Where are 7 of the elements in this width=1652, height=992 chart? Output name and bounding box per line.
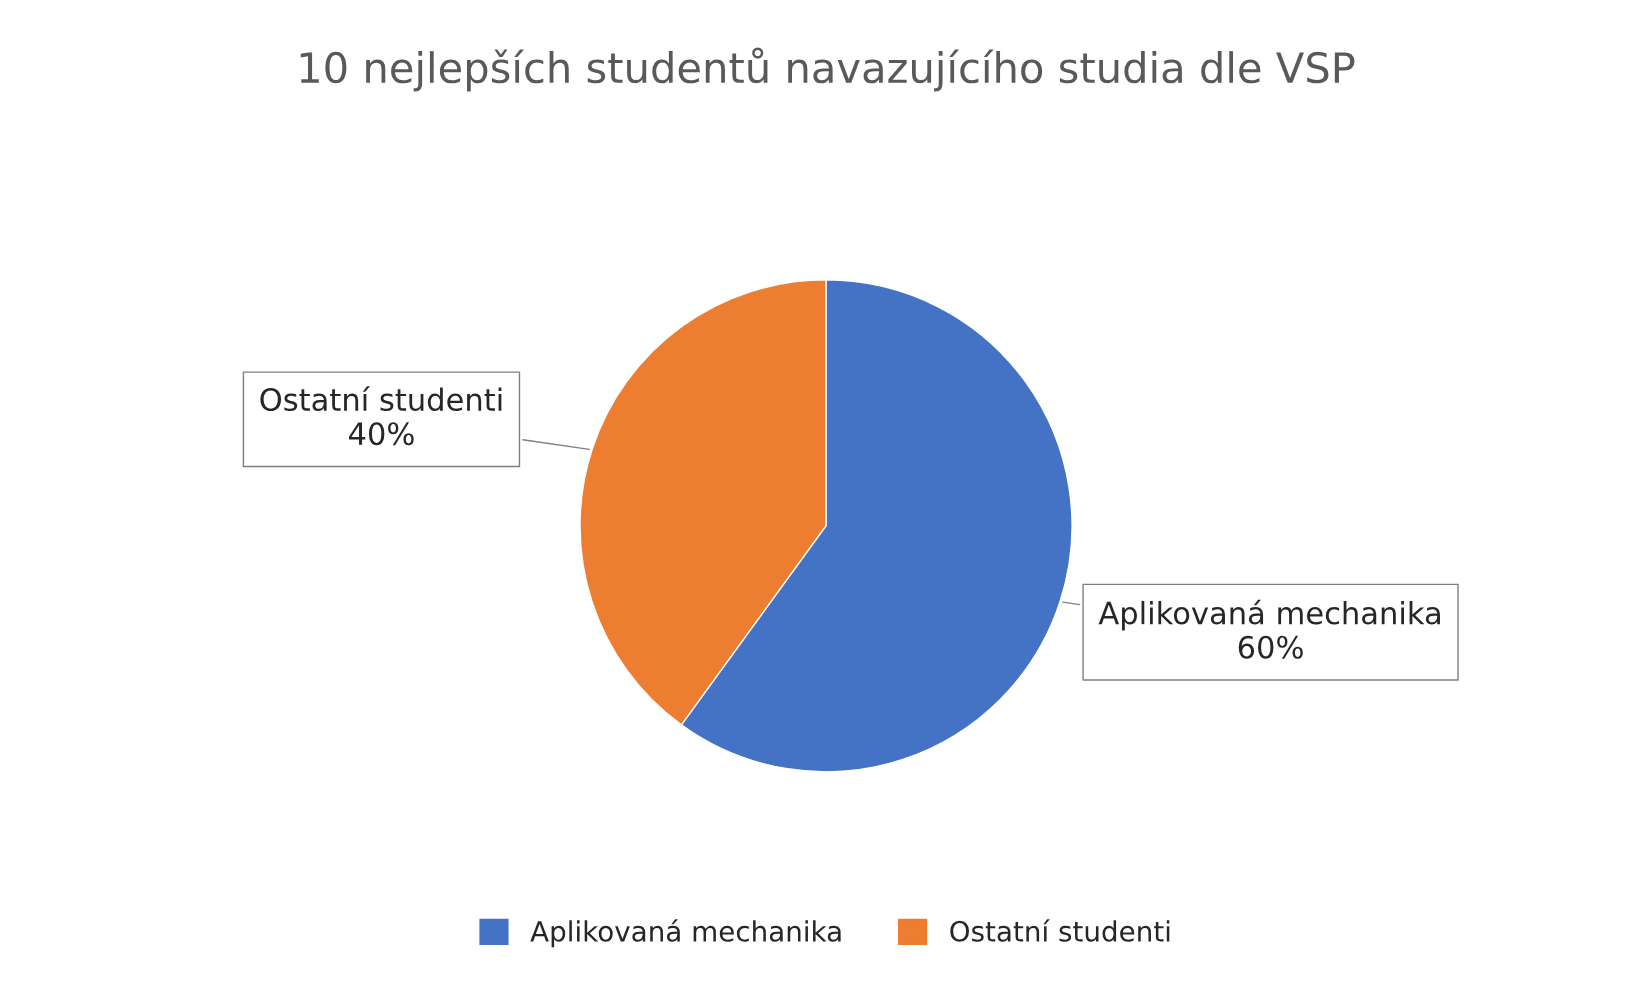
legend-label: Aplikovaná mechanika	[530, 919, 841, 948]
legend-label: Ostatní studenti	[950, 919, 1170, 942]
chart-title: 10 nejlepších studentů navazujícího studia dle VSP	[300, 47, 1355, 92]
slice-label: Aplikovaná mechanika	[1098, 599, 1440, 631]
data-label: 40%	[348, 422, 414, 446]
data-label: 60%	[1238, 635, 1303, 659]
slice-label: Ostatní studenti	[260, 386, 502, 412]
